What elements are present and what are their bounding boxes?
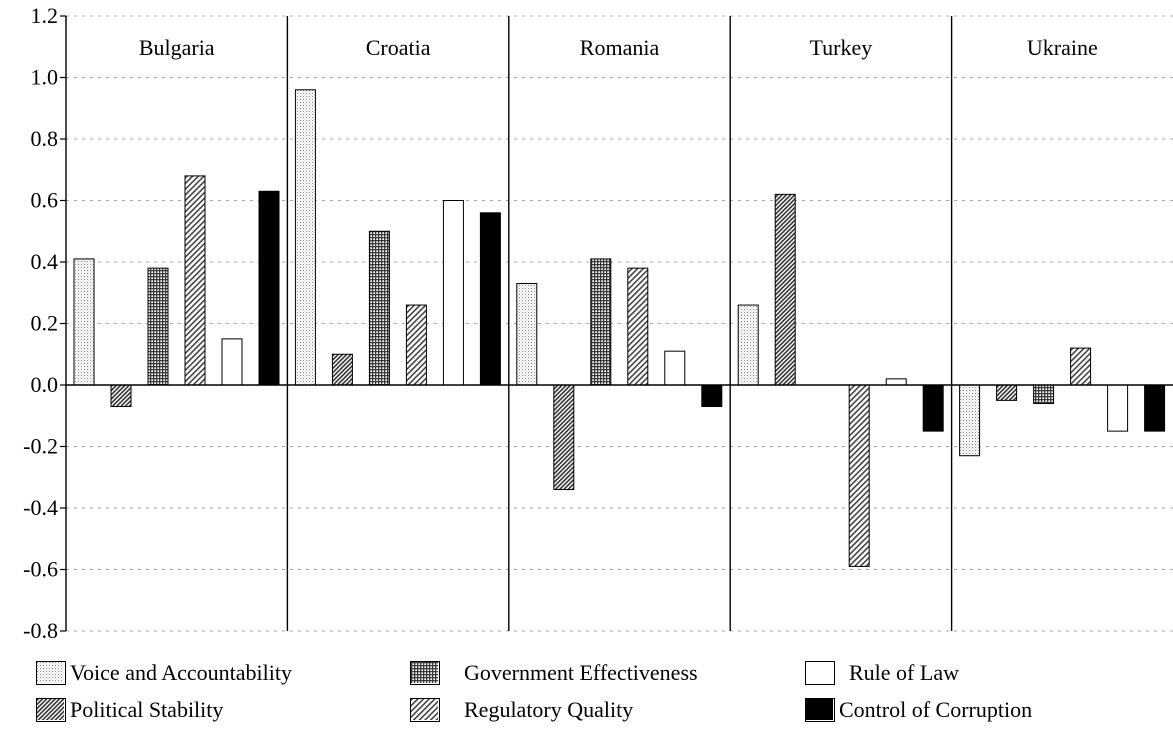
bar (627, 267, 649, 386)
bar (405, 304, 427, 386)
country-labels: Bulgaria Croatia Romania Turkey Ukraine (139, 35, 1098, 60)
y-tick-label: -0.4 (23, 495, 58, 520)
bar (553, 384, 575, 491)
country-label: Bulgaria (139, 35, 215, 60)
bar (996, 384, 1018, 401)
bar (1107, 384, 1129, 432)
country-label: Romania (580, 35, 660, 60)
bar (73, 258, 95, 386)
bar (368, 230, 390, 386)
bar (294, 89, 316, 386)
bar (848, 384, 870, 567)
y-tick-label: -0.6 (23, 557, 58, 582)
y-tick-label: 0.6 (31, 188, 59, 213)
gridlines (66, 15, 1173, 632)
y-tick-label: 0.4 (31, 249, 59, 274)
bar (258, 190, 280, 386)
y-axis: 1.2 1.0 0.8 0.6 0.4 0.2 0.0 -0.2 -0.4 -0.6 -0.8 (23, 3, 67, 643)
bar (479, 212, 501, 386)
bar (922, 384, 944, 432)
y-tick-label: 1.2 (31, 3, 59, 28)
y-tick-label: -0.8 (23, 618, 58, 643)
bar (885, 378, 907, 386)
bar (147, 267, 169, 386)
bar (774, 193, 796, 386)
y-tick-label: 0.2 (31, 311, 59, 336)
y-tick-label: 0.0 (31, 372, 59, 397)
bar (959, 384, 981, 457)
y-tick-label: -0.2 (23, 434, 58, 459)
y-tick-label: 1.0 (31, 65, 59, 90)
bar (442, 200, 464, 386)
bar (737, 304, 759, 386)
country-label: Ukraine (1027, 35, 1098, 60)
bar (221, 338, 243, 386)
bar (664, 350, 686, 386)
bar (1033, 384, 1055, 404)
bar (701, 384, 723, 408)
bar (590, 258, 612, 386)
bar (516, 283, 538, 386)
bar (331, 353, 353, 386)
country-label: Turkey (810, 35, 873, 60)
bars (73, 89, 1166, 567)
bar (1144, 384, 1166, 432)
bar (1070, 347, 1092, 386)
bar (110, 384, 132, 408)
y-tick-label: 0.8 (31, 126, 59, 151)
country-label: Croatia (366, 35, 431, 60)
bar (184, 175, 206, 386)
country-dividers (286, 16, 953, 631)
